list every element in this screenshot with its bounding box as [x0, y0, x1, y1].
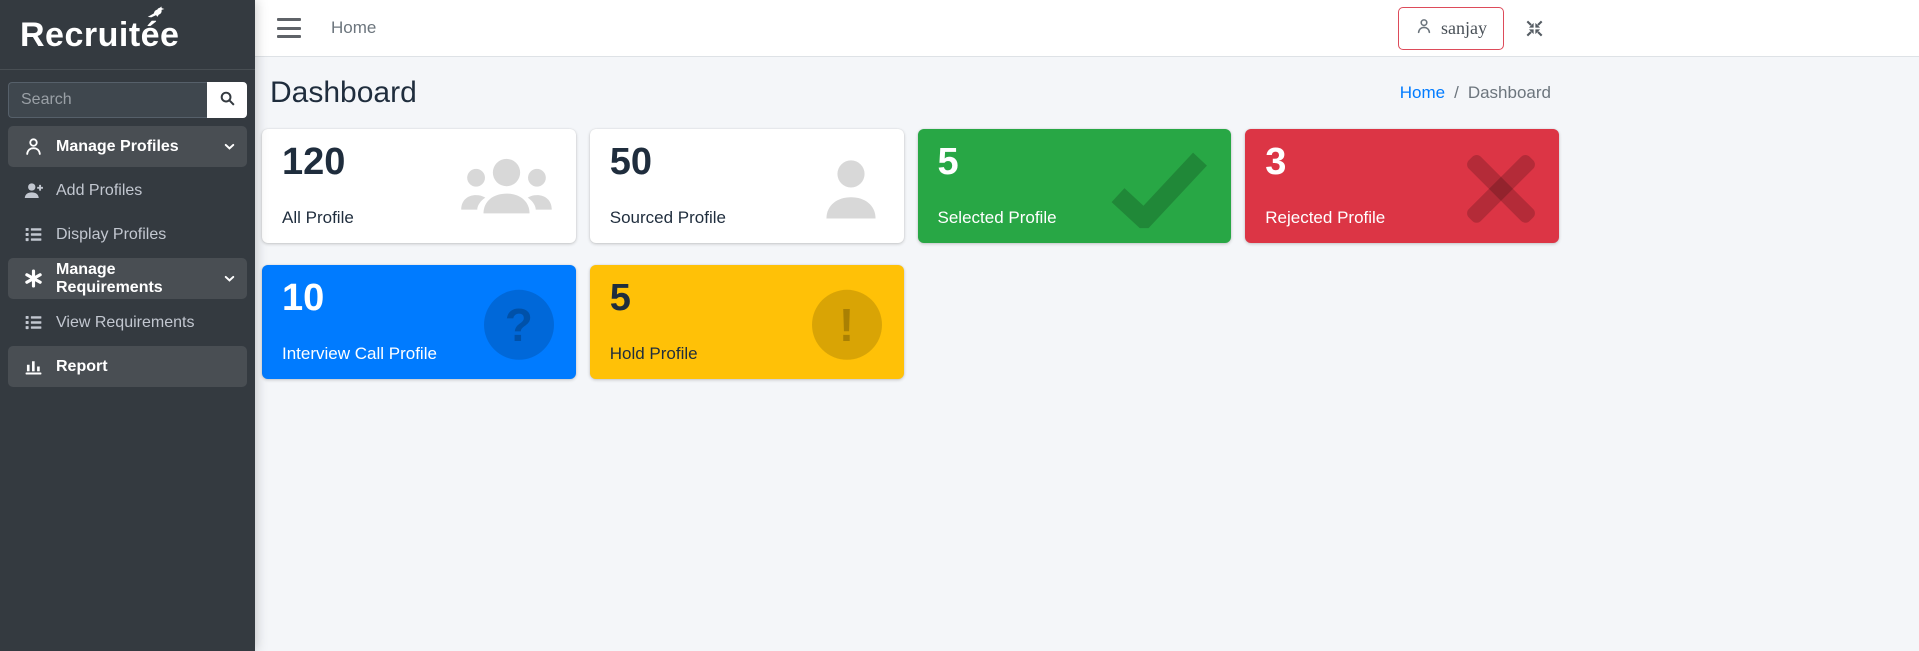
user-icon [18, 136, 48, 157]
nav-home-link[interactable]: Home [331, 18, 377, 37]
brand-logo-text: Recruitée [20, 5, 179, 52]
card-value: 50 [609, 141, 653, 183]
asterisk-icon [18, 268, 48, 289]
chevron-down-icon [222, 271, 237, 286]
sidebar: Recruitée Manag [0, 0, 255, 651]
sidebar-item-manage-requirements[interactable]: Manage Requirements [8, 258, 247, 299]
bar-chart-icon [18, 356, 48, 377]
main-area: Home sanjay [255, 0, 1919, 651]
card-rejected-profile: 3 Rejected Profile [1245, 129, 1559, 243]
question-circle-icon: ? [483, 289, 554, 360]
card-label: Hold Profile [609, 344, 698, 363]
user-button[interactable]: sanjay [1398, 6, 1504, 50]
content: Dashboard Home / Dashboard 120 All Profi… [255, 57, 1919, 379]
sidebar-item-label: Manage Requirements [56, 260, 163, 296]
breadcrumb: Home / Dashboard [1400, 83, 1551, 103]
top-navbar: Home sanjay [255, 0, 1919, 57]
search-button[interactable] [207, 82, 247, 118]
sidebar-item-label: Add Profiles [56, 181, 143, 199]
user-name: sanjay [1441, 17, 1487, 38]
breadcrumb-current: Dashboard [1467, 83, 1551, 102]
user-icon [820, 154, 882, 224]
sidebar-search [8, 82, 247, 118]
list-icon [18, 312, 48, 333]
card-selected-profile: 5 Selected Profile [917, 129, 1232, 243]
sidebar-item-label: View Requirements [56, 313, 195, 331]
users-icon [459, 153, 554, 225]
sidebar-item-report[interactable]: Report [8, 346, 247, 387]
user-icon [1415, 17, 1433, 40]
brand[interactable]: Recruitée [0, 0, 255, 70]
check-icon [1109, 150, 1209, 229]
card-value: 120 [282, 141, 346, 183]
exclamation-circle-icon: ! [811, 289, 882, 360]
card-sourced-profile: 50 Sourced Profile [589, 129, 904, 243]
user-plus-icon [18, 180, 48, 201]
sidebar-item-view-requirements[interactable]: View Requirements [8, 302, 247, 343]
sidebar-item-label: Report [56, 357, 108, 375]
card-interview-call-profile: 10 Interview Call Profile ? [262, 265, 576, 379]
sidebar-item-display-profiles[interactable]: Display Profiles [8, 214, 247, 255]
card-label: Interview Call Profile [282, 344, 437, 363]
content-header: Dashboard Home / Dashboard [262, 72, 1559, 114]
card-hold-profile: 5 Hold Profile ! [589, 265, 904, 379]
search-input[interactable] [8, 82, 207, 118]
x-icon [1465, 153, 1537, 225]
card-label: Sourced Profile [609, 208, 726, 227]
breadcrumb-separator: / [1454, 83, 1459, 102]
card-label: All Profile [282, 208, 354, 227]
card-label: Selected Profile [937, 208, 1057, 227]
sidebar-nav: Manage Profiles Add Profiles [0, 126, 255, 390]
card-label: Rejected Profile [1265, 208, 1386, 227]
sidebar-item-label: Display Profiles [56, 225, 167, 243]
sidebar-item-label: Manage Profiles [56, 137, 179, 155]
sidebar-item-manage-profiles[interactable]: Manage Profiles [8, 126, 247, 167]
card-value: 3 [1265, 141, 1287, 183]
hamburger-icon[interactable] [277, 18, 301, 38]
topbar-right: sanjay [1398, 6, 1545, 50]
compress-icon[interactable] [1524, 18, 1545, 39]
card-value: 5 [609, 277, 631, 319]
stats-cards-grid: 120 All Profile 50 [262, 129, 1559, 379]
card-value: 10 [282, 277, 325, 319]
breadcrumb-home-link[interactable]: Home [1399, 83, 1446, 102]
card-value: 5 [937, 141, 959, 183]
bird-icon [148, 5, 165, 17]
search-icon [219, 90, 236, 110]
page-title: Dashboard [270, 76, 417, 109]
sidebar-item-add-profiles[interactable]: Add Profiles [8, 170, 247, 211]
chevron-down-icon [222, 139, 237, 154]
card-all-profile: 120 All Profile [262, 129, 576, 243]
list-icon [18, 224, 48, 245]
